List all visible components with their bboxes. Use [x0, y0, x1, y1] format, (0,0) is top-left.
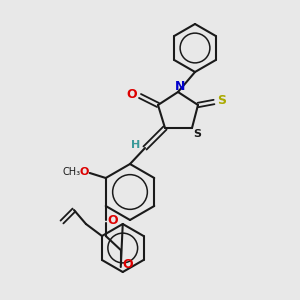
Text: O: O — [122, 257, 133, 271]
Text: N: N — [175, 80, 185, 92]
Text: H: H — [131, 140, 141, 150]
Text: S: S — [218, 94, 226, 107]
Text: CH₃: CH₃ — [63, 167, 81, 177]
Text: O: O — [107, 214, 118, 226]
Text: S: S — [193, 129, 201, 139]
Text: O: O — [79, 167, 88, 177]
Text: O: O — [127, 88, 137, 100]
